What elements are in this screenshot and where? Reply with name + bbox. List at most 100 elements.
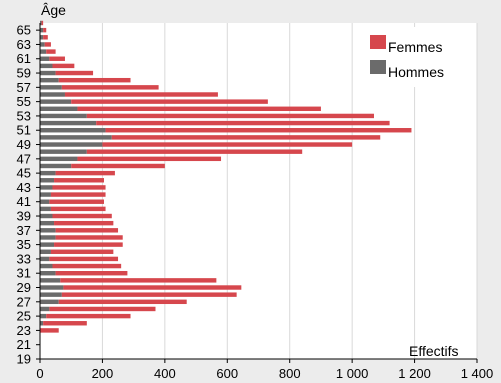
bar-hommes-47 xyxy=(40,156,78,162)
x-tick-label: 200 xyxy=(92,366,114,381)
bar-femmes-31 xyxy=(55,270,128,276)
y-tick-label: 21 xyxy=(17,337,31,352)
bar-hommes-34 xyxy=(40,249,51,254)
bar-hommes-66 xyxy=(40,20,42,26)
bar-femmes-50 xyxy=(111,135,381,140)
bar-femmes-30 xyxy=(60,278,217,283)
bar-hommes-58 xyxy=(40,77,59,83)
y-tick-label: 29 xyxy=(17,280,31,295)
bar-hommes-39 xyxy=(40,213,53,219)
y-tick-label: 39 xyxy=(17,209,31,224)
bar-hommes-63 xyxy=(40,42,45,47)
bar-hommes-25 xyxy=(40,313,47,319)
bar-hommes-31 xyxy=(40,270,56,276)
legend-label-femmes: Femmes xyxy=(388,39,442,55)
bar-femmes-61 xyxy=(49,56,65,61)
bar-hommes-45 xyxy=(40,170,56,176)
bar-femmes-23 xyxy=(40,328,59,333)
x-axis-label: Effectifs xyxy=(409,343,459,359)
bar-hommes-56 xyxy=(40,92,65,97)
y-tick-label: 31 xyxy=(17,266,31,281)
bar-hommes-49 xyxy=(40,142,103,147)
bar-femmes-36 xyxy=(55,235,123,240)
bar-hommes-26 xyxy=(40,306,50,312)
bar-femmes-33 xyxy=(49,256,119,262)
bar-femmes-37 xyxy=(55,228,119,233)
bar-femmes-24 xyxy=(43,321,87,326)
bar-femmes-48 xyxy=(86,149,303,154)
bar-hommes-64 xyxy=(40,35,44,40)
x-tick-label: 800 xyxy=(279,366,301,381)
axes xyxy=(36,23,478,363)
bar-femmes-34 xyxy=(50,249,114,254)
bar-femmes-26 xyxy=(49,306,156,312)
bar-hommes-38 xyxy=(40,220,55,226)
bar-femmes-54 xyxy=(77,106,321,112)
bar-femmes-55 xyxy=(71,99,268,104)
bar-femmes-46 xyxy=(71,163,165,169)
bar-hommes-24 xyxy=(40,321,44,326)
bar-hommes-44 xyxy=(40,178,55,183)
bar-femmes-42 xyxy=(50,192,106,197)
y-tick-label: 63 xyxy=(17,37,31,52)
bar-femmes-27 xyxy=(58,299,187,305)
bar-hommes-51 xyxy=(40,128,106,133)
legend-swatch-femmes xyxy=(370,35,386,49)
bar-hommes-37 xyxy=(40,228,56,233)
bar-femmes-51 xyxy=(105,128,412,133)
y-tick-label: 37 xyxy=(17,223,31,238)
bar-femmes-47 xyxy=(77,156,222,162)
y-tick-label: 51 xyxy=(17,123,31,138)
bar-femmes-53 xyxy=(86,113,374,119)
bar-hommes-42 xyxy=(40,192,51,197)
bar-hommes-40 xyxy=(40,206,51,212)
x-tick-label: 1 200 xyxy=(398,366,431,381)
bar-femmes-39 xyxy=(52,213,112,219)
y-tick-label: 47 xyxy=(17,151,31,166)
y-tick-label: 55 xyxy=(17,94,31,109)
x-tick-label: 400 xyxy=(154,366,176,381)
bar-hommes-28 xyxy=(40,292,62,297)
y-tick-label: 25 xyxy=(17,309,31,324)
bar-femmes-40 xyxy=(50,206,106,212)
bar-hommes-30 xyxy=(40,278,61,283)
bar-femmes-38 xyxy=(54,220,114,226)
bar-femmes-44 xyxy=(54,178,104,183)
y-tick-label: 49 xyxy=(17,137,31,152)
bar-hommes-61 xyxy=(40,56,50,61)
legend-label-hommes: Hommes xyxy=(388,64,444,80)
y-tick-label: 35 xyxy=(17,237,31,252)
bar-femmes-56 xyxy=(64,92,218,97)
bar-hommes-46 xyxy=(40,163,72,169)
bar-femmes-28 xyxy=(61,292,237,297)
bars xyxy=(40,20,412,333)
bar-hommes-54 xyxy=(40,106,78,112)
bar-femmes-59 xyxy=(55,70,94,76)
x-tick-label: 0 xyxy=(36,366,43,381)
bar-femmes-49 xyxy=(102,142,353,147)
bar-hommes-48 xyxy=(40,149,87,154)
bar-hommes-36 xyxy=(40,235,56,240)
bar-hommes-53 xyxy=(40,113,87,119)
bar-femmes-66 xyxy=(41,20,44,26)
bar-femmes-52 xyxy=(96,120,390,126)
bar-femmes-32 xyxy=(52,263,122,269)
bar-hommes-60 xyxy=(40,63,53,69)
y-tick-labels: 1921232527293133353739414345474951535557… xyxy=(17,23,31,367)
bar-femmes-25 xyxy=(46,313,131,319)
bar-femmes-29 xyxy=(63,285,242,290)
bar-hommes-41 xyxy=(40,199,50,204)
y-tick-label: 27 xyxy=(17,294,31,309)
x-tick-label: 1 000 xyxy=(336,366,369,381)
bar-femmes-57 xyxy=(61,85,159,90)
bar-femmes-45 xyxy=(55,170,115,176)
bar-hommes-29 xyxy=(40,285,64,290)
y-tick-label: 45 xyxy=(17,166,31,181)
bar-femmes-43 xyxy=(52,185,106,190)
y-tick-label: 19 xyxy=(17,352,31,367)
bar-hommes-33 xyxy=(40,256,50,262)
bar-femmes-65 xyxy=(43,27,47,33)
bar-hommes-50 xyxy=(40,135,112,140)
y-tick-label: 43 xyxy=(17,180,31,195)
